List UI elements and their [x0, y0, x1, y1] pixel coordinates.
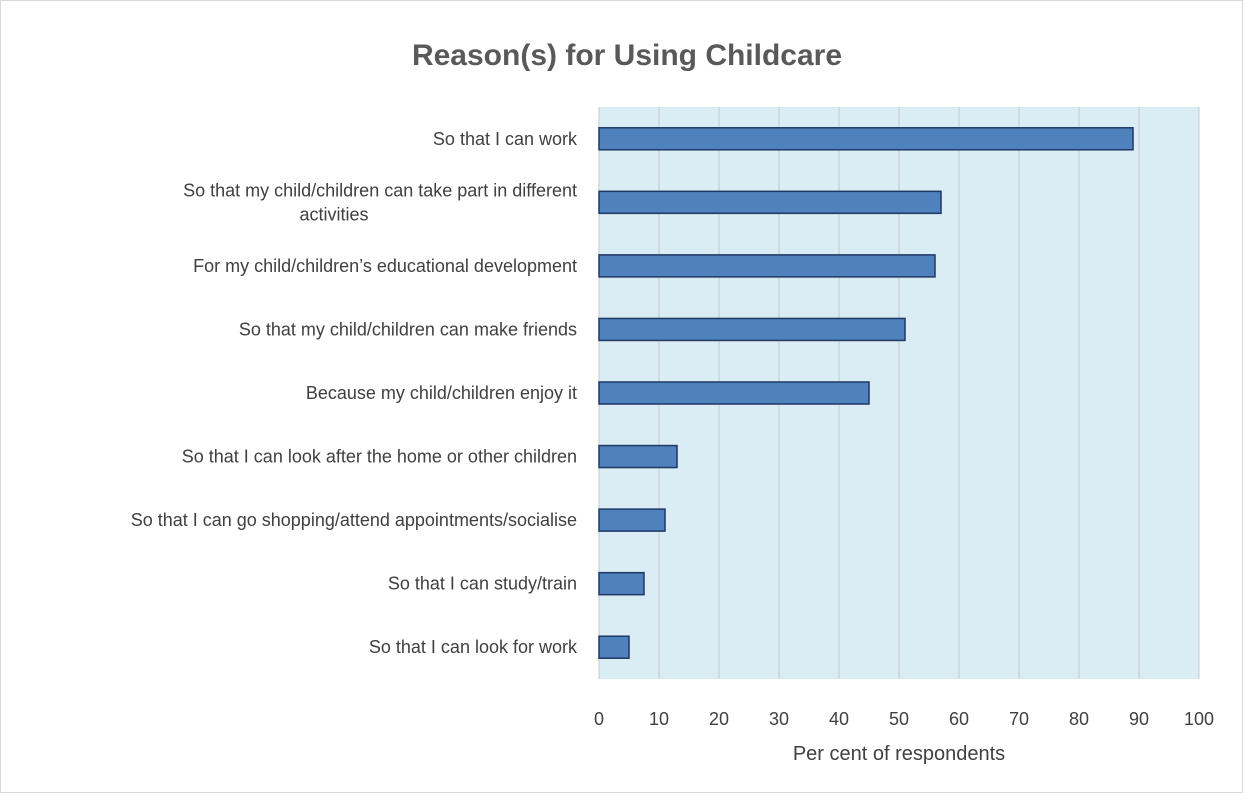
x-tick-label-0: 0	[594, 709, 604, 729]
x-tick-label-3: 30	[769, 709, 789, 729]
bar-2	[598, 254, 936, 278]
x-tick-label-10: 100	[1184, 709, 1214, 729]
chart-title: Reason(s) for Using Childcare	[412, 39, 842, 72]
category-label-6: So that I can go shopping/attend appoint…	[131, 510, 577, 530]
bars	[598, 127, 1134, 659]
category-label-3: So that my child/children can make frien…	[239, 319, 577, 339]
category-label-5-line-0: So that I can look after the home or oth…	[182, 447, 577, 467]
x-tick-label-4: 40	[829, 709, 849, 729]
category-label-5: So that I can look after the home or oth…	[182, 447, 577, 467]
x-tick-label-6: 60	[949, 709, 969, 729]
bar-6	[598, 508, 666, 532]
bar-7	[598, 571, 645, 596]
bar-5	[598, 444, 678, 469]
category-label-0-line-0: So that I can work	[433, 129, 578, 149]
x-tick-label-8: 80	[1069, 709, 1089, 729]
bar-3	[598, 317, 906, 342]
category-label-1-line-0: So that my child/children can take part …	[183, 180, 577, 200]
category-label-8-line-0: So that I can look for work	[369, 637, 578, 657]
category-label-8: So that I can look for work	[369, 637, 578, 657]
category-label-4: Because my child/children enjoy it	[306, 383, 577, 403]
category-label-2: For my child/children’s educational deve…	[193, 256, 577, 276]
bar-1	[598, 190, 942, 215]
bar-4	[598, 381, 870, 405]
x-tick-label-7: 70	[1009, 709, 1029, 729]
x-tick-label-5: 50	[889, 709, 909, 729]
category-label-0: So that I can work	[433, 129, 578, 149]
category-label-1: So that my child/children can take part …	[183, 180, 577, 224]
category-labels: So that I can work So that my child/child…	[131, 129, 578, 657]
category-label-7: So that I can study/train	[388, 574, 577, 594]
category-label-2-line-0: For my child/children’s educational deve…	[193, 256, 577, 276]
x-axis-title: Per cent of respondents	[793, 743, 1005, 765]
x-tick-label-2: 20	[709, 709, 729, 729]
x-tick-label-9: 90	[1129, 709, 1149, 729]
category-label-6-line-0: So that I can go shopping/attend appoint…	[131, 510, 577, 530]
x-axis-tick-labels: 0 10 20 30 40 50 60 70 80 90 100	[594, 709, 1214, 729]
bar-8	[598, 635, 630, 659]
category-label-4-line-0: Because my child/children enjoy it	[306, 383, 577, 403]
category-label-3-line-0: So that my child/children can make frien…	[239, 319, 577, 339]
category-label-1-line-1: activities	[299, 204, 368, 224]
x-tick-label-1: 10	[649, 709, 669, 729]
category-label-7-line-0: So that I can study/train	[388, 574, 577, 594]
bar-0	[598, 127, 1134, 151]
